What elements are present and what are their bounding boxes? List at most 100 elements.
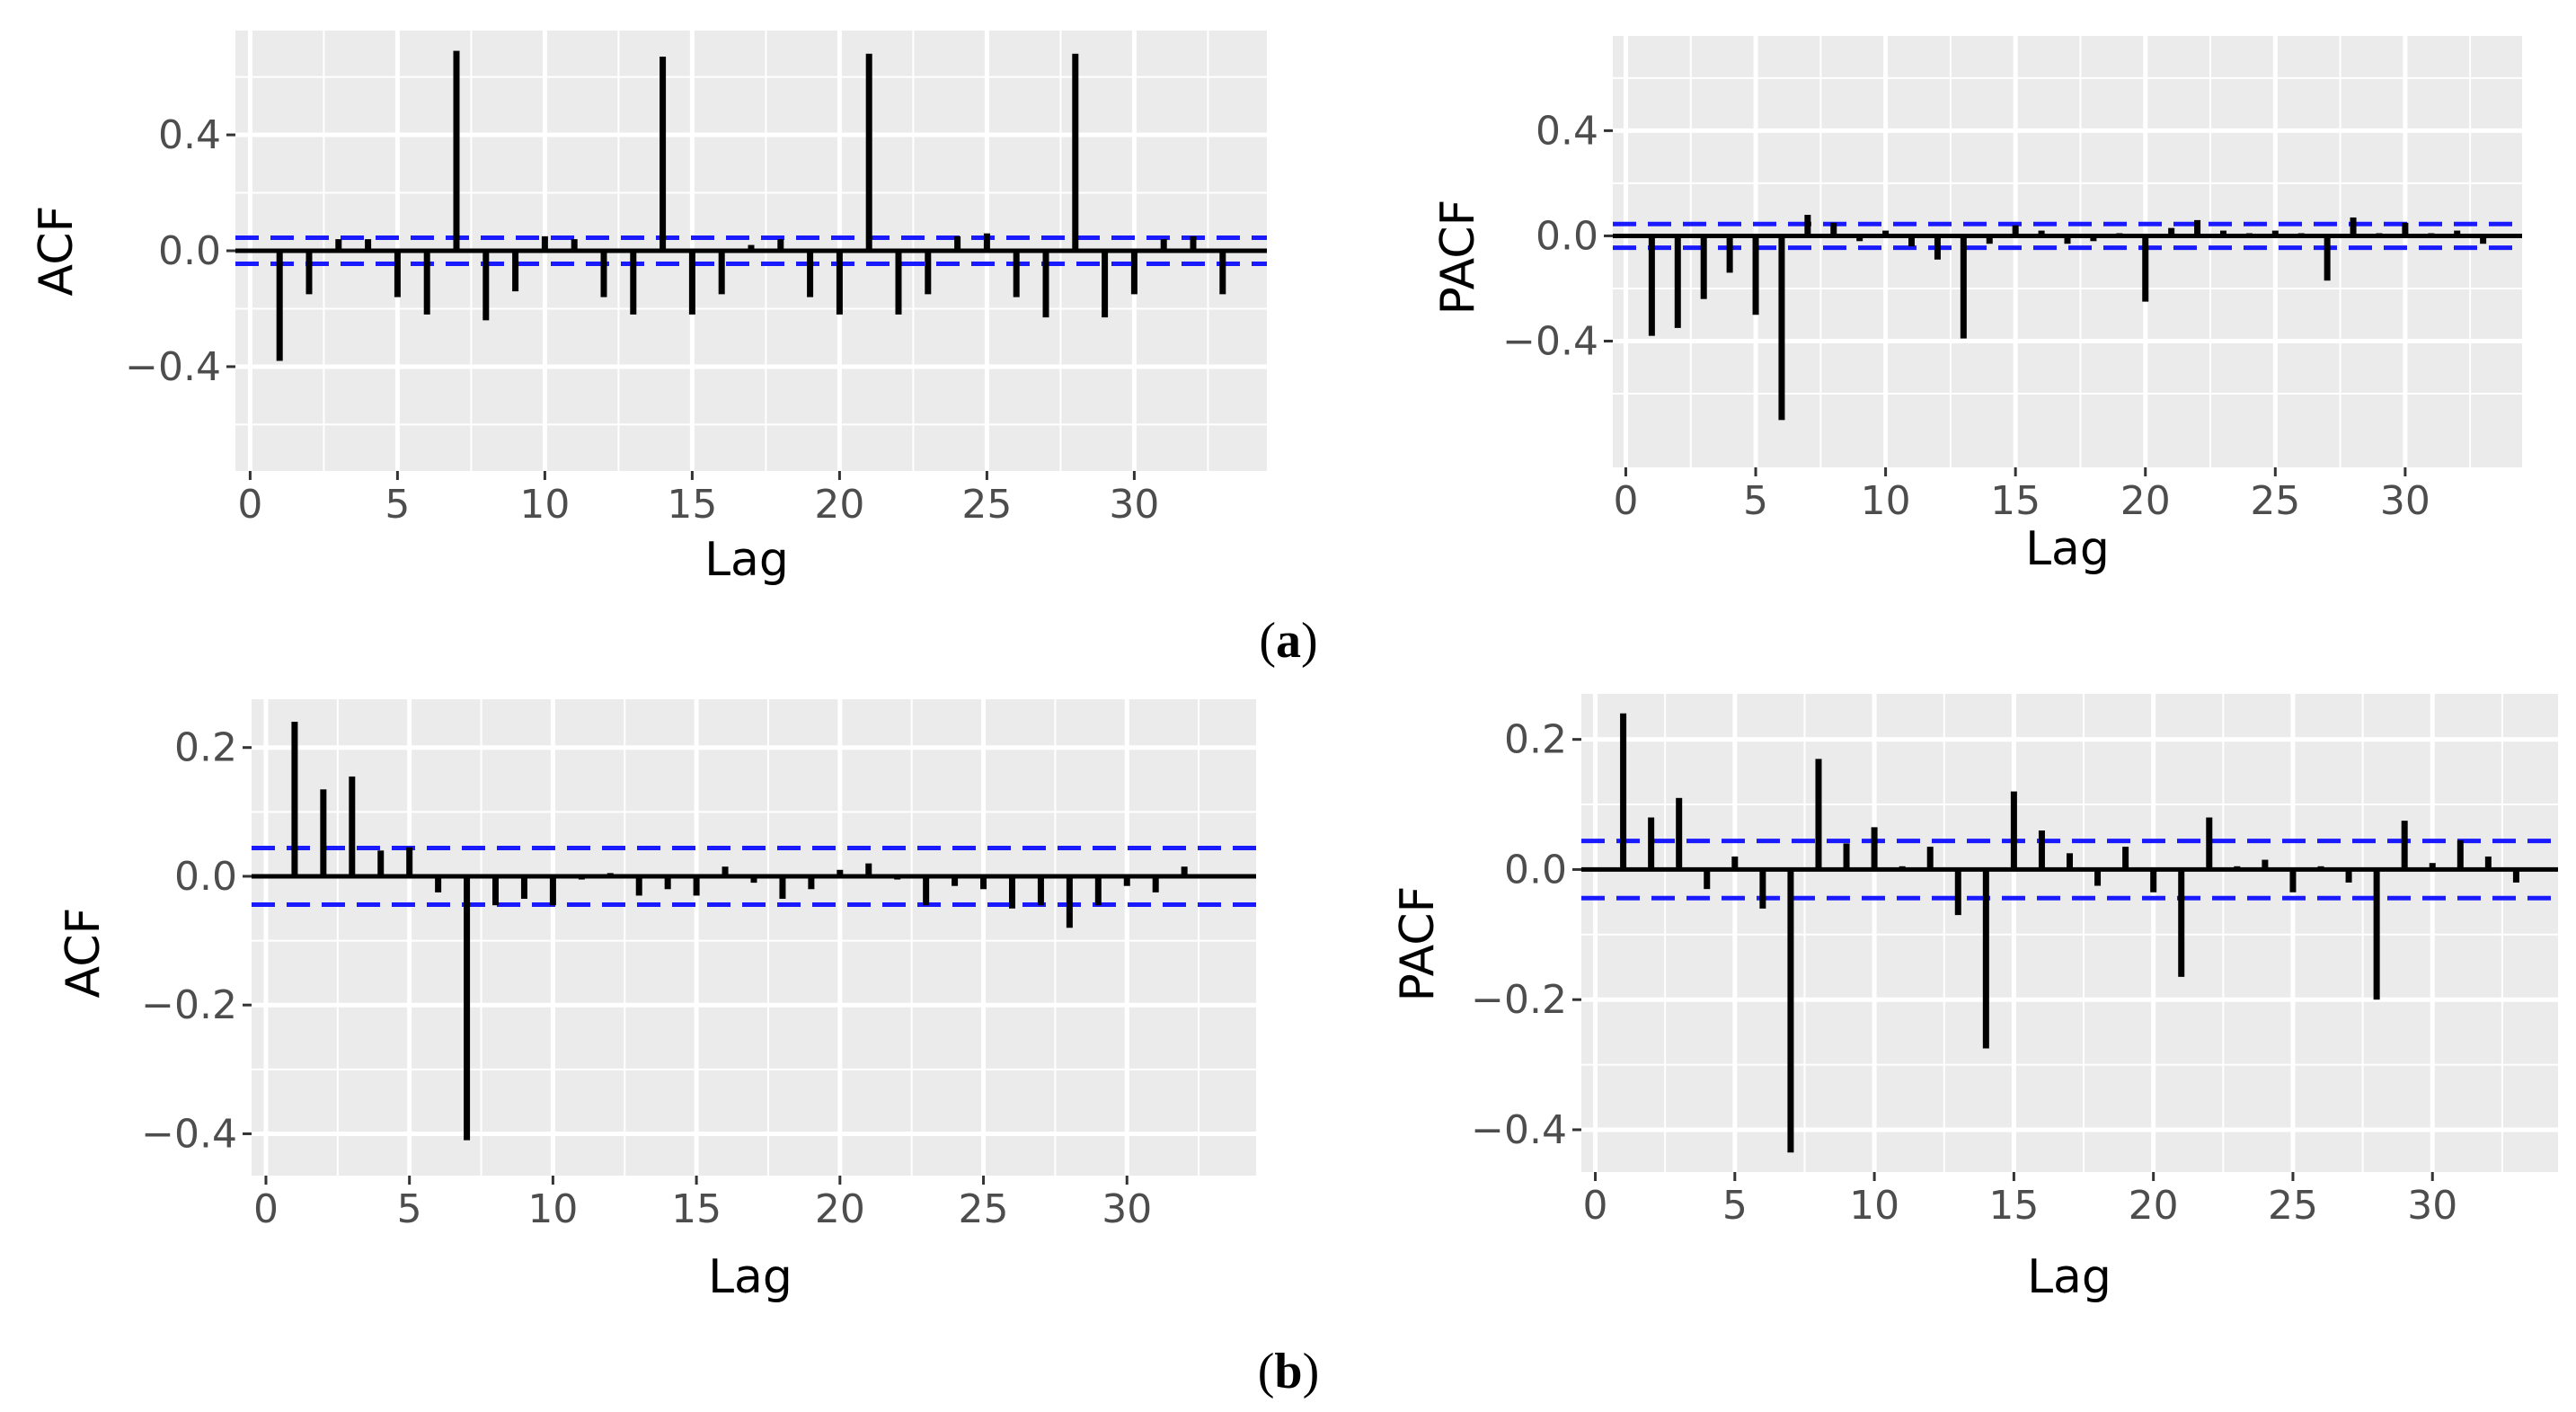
y-tick-label: 0.2 [1504,717,1567,763]
lag-bar [630,251,637,315]
chart-b-pacf: 0.2 0.0 −0.2 −0.4 0 5 10 15 20 25 30 Lag PACF [1391,694,2558,1304]
y-tick-label: 0.0 [158,228,221,274]
lag-bar [512,251,519,292]
lag-bar [1219,251,1226,295]
x-tick-label: 25 [959,1186,1009,1232]
lag-bar [1843,843,1850,870]
y-tick-label: 0.0 [1504,847,1567,892]
lag-bar [2012,225,2019,236]
lag-bar [1648,817,1655,870]
lag-bar [1986,235,1993,244]
lag-bar [2402,222,2409,236]
y-tick-label: −0.4 [125,344,221,390]
x-tick-label: 10 [519,482,570,528]
lag-bar [721,866,729,876]
lag-bar [482,251,490,321]
lag-bar [748,244,755,251]
lag-bar [600,251,607,297]
lag-bar [1726,235,1733,273]
caption-open: ( [1258,1344,1275,1399]
y-tick-label: −0.4 [1471,1107,1567,1153]
lag-bar [520,875,527,900]
lag-bar [2429,863,2436,870]
caption-b: (b) [1258,1344,1319,1399]
x-tick-label: 5 [1722,1183,1748,1229]
x-tick-label: 15 [667,482,717,528]
lag-bar [1674,235,1681,328]
lag-bar [1926,847,1934,870]
lag-bar [925,251,932,295]
caption-letter: a [1276,613,1301,669]
caption-letter: b [1274,1344,1302,1399]
lag-bar [2350,217,2357,236]
lag-bar [2150,869,2157,892]
lag-bar [1072,53,1079,251]
caption-a: (a) [1259,613,1317,669]
lag-bar [837,869,844,876]
caption-close: ) [1303,1344,1320,1399]
lag-bar [1102,251,1109,318]
lag-bar [2010,791,2017,870]
y-axis-title: PACF [1431,200,1485,315]
x-tick-label: 20 [2129,1183,2179,1229]
lag-bar [1152,875,1159,892]
x-tick-label: 10 [1849,1183,1899,1229]
x-tick-label: 0 [1583,1183,1608,1229]
x-tick-label: 0 [237,482,262,528]
lag-bar [2480,235,2487,244]
lag-bar [2289,869,2297,892]
lag-bar [1778,235,1785,421]
lag-bar [291,722,298,876]
lag-bar [1037,875,1044,906]
lag-bar [865,53,872,251]
lag-bar [777,239,784,251]
x-tick-label: 5 [385,482,410,528]
x-tick-label: 5 [1743,478,1768,524]
bars [1648,215,2487,421]
lag-bar [1960,235,1967,339]
lag-bar [320,789,327,876]
lag-bar [349,776,356,876]
y-tick-label: 0.0 [174,854,237,900]
y-axis-title: ACF [30,206,84,297]
lag-bar [1871,827,1878,870]
x-tick-label: 20 [815,1186,865,1232]
lag-bar [305,251,313,295]
lag-bar [1830,222,1837,236]
y-axis-ticks: 0.4 0.0 −0.4 [125,112,235,390]
lag-bar [1620,713,1627,870]
x-tick-label: 15 [671,1186,721,1232]
lag-bar [2512,869,2519,883]
x-axis-ticks: 0 5 10 15 20 25 30 [1613,467,2430,524]
lag-bar [1954,869,1961,916]
lag-bar [435,875,442,892]
x-tick-label: 20 [2120,478,2171,524]
x-tick-label: 20 [814,482,864,528]
lag-bar [693,875,700,896]
lag-bar [2484,856,2492,870]
lag-bar [1704,869,1711,890]
bars [276,50,1226,361]
lag-bar [2456,839,2464,870]
lag-bar [335,239,342,251]
lag-bar [1700,235,1707,299]
lag-bar [2206,817,2213,870]
x-tick-label: 0 [1613,478,1638,524]
lag-bar [2271,230,2279,236]
lag-bar [2373,869,2380,1000]
lag-bar [952,875,959,886]
lag-bar [1804,215,1811,236]
lag-bar [954,235,961,251]
lag-bar [377,850,385,876]
lag-bar [2090,235,2097,242]
lag-bar [808,875,815,890]
lag-bar [865,863,872,876]
x-axis-ticks: 0 5 10 15 20 25 30 [237,471,1159,528]
lag-bar [1982,869,1989,1049]
lag-bar [2194,219,2201,236]
x-axis-title: Lag [2027,1250,2111,1304]
lag-bar [895,251,902,315]
lag-bar [2094,869,2102,886]
y-axis-title: ACF [57,908,111,999]
